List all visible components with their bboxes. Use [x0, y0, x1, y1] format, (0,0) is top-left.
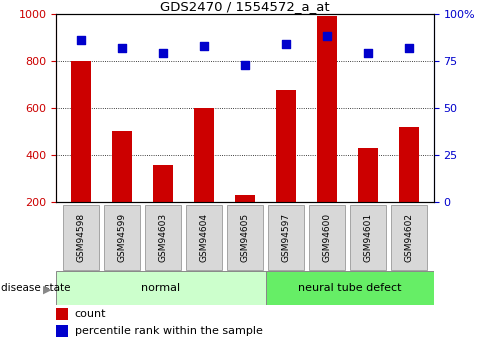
Bar: [71, 61, 91, 202]
Text: count: count: [75, 309, 106, 319]
FancyBboxPatch shape: [56, 271, 266, 305]
Point: [241, 62, 249, 67]
Bar: [112, 131, 132, 202]
FancyBboxPatch shape: [186, 205, 222, 270]
Point: [77, 37, 85, 43]
Point: [282, 41, 290, 47]
Bar: [56, 325, 68, 337]
Text: neural tube defect: neural tube defect: [298, 283, 401, 293]
FancyBboxPatch shape: [266, 271, 434, 305]
FancyBboxPatch shape: [63, 205, 99, 270]
Text: percentile rank within the sample: percentile rank within the sample: [75, 326, 263, 336]
FancyBboxPatch shape: [227, 205, 263, 270]
FancyBboxPatch shape: [145, 205, 181, 270]
Point: [118, 45, 126, 50]
Bar: [56, 308, 68, 320]
Text: GSM94602: GSM94602: [405, 213, 414, 262]
Bar: [235, 195, 255, 202]
Point: [405, 45, 413, 50]
Text: GSM94597: GSM94597: [282, 213, 291, 262]
Title: GDS2470 / 1554572_a_at: GDS2470 / 1554572_a_at: [160, 0, 330, 13]
Bar: [153, 165, 173, 202]
Text: GSM94604: GSM94604: [199, 213, 208, 262]
Text: disease state: disease state: [1, 283, 71, 293]
Text: GSM94598: GSM94598: [76, 213, 85, 262]
FancyBboxPatch shape: [350, 205, 386, 270]
Point: [364, 50, 372, 56]
Text: normal: normal: [142, 283, 180, 293]
FancyBboxPatch shape: [104, 205, 140, 270]
Text: GSM94599: GSM94599: [118, 213, 126, 262]
Bar: [317, 16, 337, 202]
Text: GSM94600: GSM94600: [322, 213, 332, 262]
Text: GSM94601: GSM94601: [364, 213, 372, 262]
Bar: [399, 127, 419, 202]
Bar: [194, 108, 214, 202]
Text: GSM94605: GSM94605: [241, 213, 249, 262]
Point: [323, 33, 331, 39]
Bar: [358, 148, 378, 202]
FancyBboxPatch shape: [268, 205, 304, 270]
Point: [159, 50, 167, 56]
Text: ▶: ▶: [43, 285, 51, 295]
FancyBboxPatch shape: [391, 205, 427, 270]
FancyBboxPatch shape: [309, 205, 345, 270]
Point: [200, 43, 208, 49]
Text: GSM94603: GSM94603: [158, 213, 168, 262]
Bar: [276, 90, 296, 202]
